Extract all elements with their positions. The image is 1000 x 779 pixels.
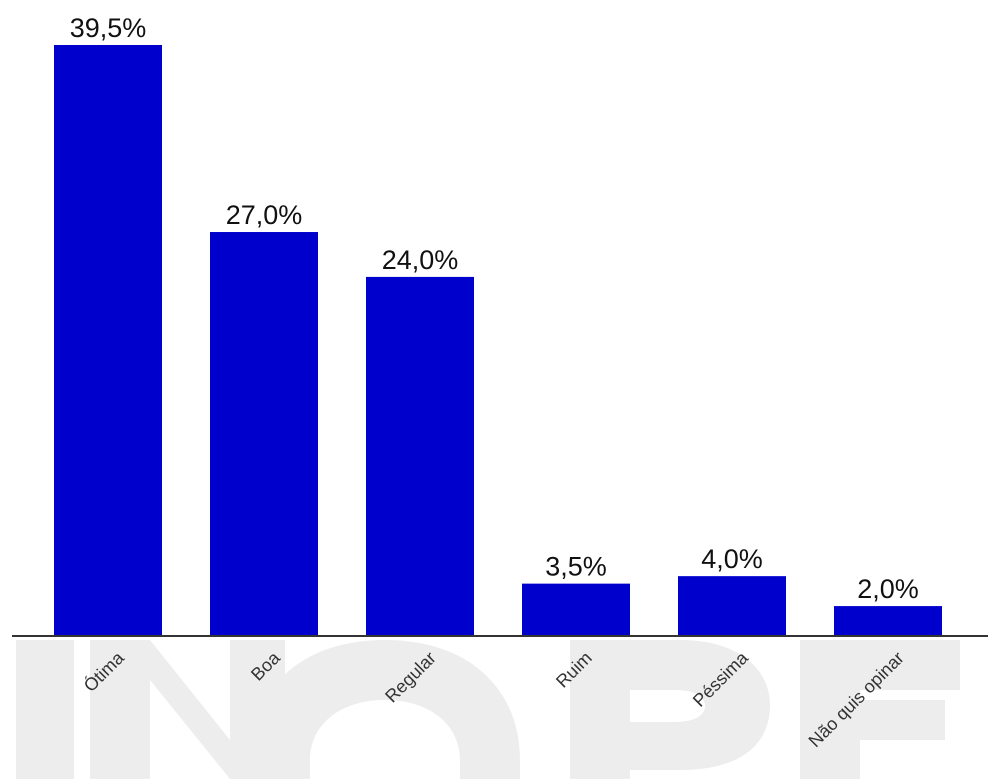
bar-value-label: 39,5% xyxy=(70,13,147,43)
bar-value-label: 3,5% xyxy=(545,552,607,582)
watermark-glyph-n xyxy=(90,640,285,779)
watermark-glyph-i xyxy=(16,640,74,779)
watermark-glyph-o xyxy=(250,640,520,779)
bar-value-label: 24,0% xyxy=(382,245,459,275)
bars-layer xyxy=(54,45,942,636)
bar-5 xyxy=(834,606,942,636)
bar-2 xyxy=(366,276,474,636)
bar-value-label: 2,0% xyxy=(857,574,919,604)
bar-4 xyxy=(678,576,786,636)
bar-0 xyxy=(54,45,162,636)
bar-value-label: 4,0% xyxy=(701,544,763,574)
bar-3 xyxy=(522,583,630,636)
watermark-glyph-e xyxy=(800,640,960,779)
watermark-logo xyxy=(16,640,960,779)
value-labels-layer: 39,5% 27,0% 24,0% 3,5% 4,0% 2,0% xyxy=(70,13,919,604)
watermark-glyph-p xyxy=(570,640,770,779)
bar-1 xyxy=(210,232,318,636)
bar-value-label: 27,0% xyxy=(226,200,303,230)
